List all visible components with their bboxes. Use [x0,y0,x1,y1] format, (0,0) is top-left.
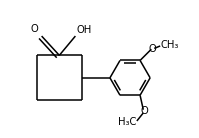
Text: CH₃: CH₃ [161,40,179,50]
Text: OH: OH [77,25,92,35]
Text: O: O [140,106,148,116]
Text: H₃C: H₃C [118,117,136,127]
Text: O: O [148,44,156,54]
Text: O: O [31,24,39,34]
